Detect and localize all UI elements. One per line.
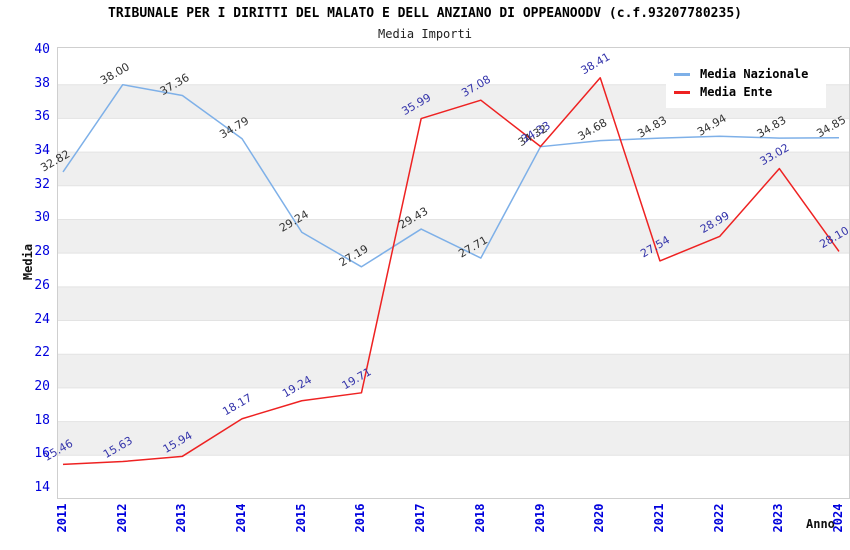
series-line-media-nazionale [62, 83, 840, 268]
y-tick-label: 14 [34, 480, 50, 495]
y-tick-label: 40 [34, 42, 50, 57]
y-tick-label: 38 [34, 75, 50, 91]
y-tick-label: 34 [34, 143, 50, 159]
x-tick-label: 2015 [293, 503, 308, 533]
legend: Media Nazionale Media Ente [666, 58, 826, 108]
legend-item-media-ente: Media Ente [674, 84, 818, 100]
y-tick-label: 36 [34, 109, 50, 125]
chart-subtitle: Media Importi [378, 27, 472, 41]
legend-line-swatch-blue [674, 72, 690, 76]
series-line-media-ente [62, 77, 840, 466]
y-tick-label: 22 [34, 345, 50, 361]
y-tick-label: 32 [34, 176, 50, 192]
y-tick-label: 20 [34, 378, 50, 394]
y-tick-label: 26 [34, 277, 50, 293]
data-label: 38.00 [98, 60, 132, 87]
y-tick-label: 28 [34, 244, 50, 260]
background-band [58, 152, 849, 186]
x-tick-label: 2022 [711, 503, 726, 533]
y-tick-label: 16 [34, 446, 50, 462]
x-tick-label: 2017 [413, 503, 428, 533]
y-tick-label: 18 [34, 412, 50, 428]
legend-line-swatch-red [674, 90, 690, 94]
data-label: 38.41 [579, 50, 613, 77]
x-tick-label: 2023 [771, 503, 786, 533]
background-band [58, 421, 849, 456]
x-tick-label: 2020 [592, 503, 607, 533]
x-tick-label: 2018 [472, 503, 487, 533]
legend-item-media-nazionale: Media Nazionale [674, 66, 818, 82]
x-tick-label: 2024 [831, 503, 845, 533]
x-axis-title: Anno [806, 517, 835, 531]
x-tick-label: 2011 [55, 503, 69, 533]
background-band [58, 286, 849, 321]
legend-label: Media Ente [700, 85, 773, 99]
x-tick-label: 2014 [234, 503, 249, 533]
y-tick-label: 24 [34, 311, 50, 327]
chart-title: TRIBUNALE PER I DIRITTI DEL MALATO E DEL… [108, 6, 742, 21]
background-band [58, 219, 849, 254]
x-tick-label: 2016 [353, 503, 368, 533]
x-tick-label: 2013 [174, 503, 189, 533]
x-tick-label: 2012 [114, 503, 129, 533]
data-label: 18.17 [220, 391, 254, 418]
x-tick-label: 2019 [532, 503, 547, 533]
plot-area: 32.82 38.00 37.36 34.79 29.24 27.19 29.43 27.71… [38, 47, 850, 499]
x-tick-label: 2021 [651, 503, 666, 533]
y-tick-label: 30 [34, 210, 50, 226]
data-label: 34.68 [576, 116, 610, 143]
background-band [58, 354, 849, 388]
legend-label: Media Nazionale [700, 67, 809, 81]
